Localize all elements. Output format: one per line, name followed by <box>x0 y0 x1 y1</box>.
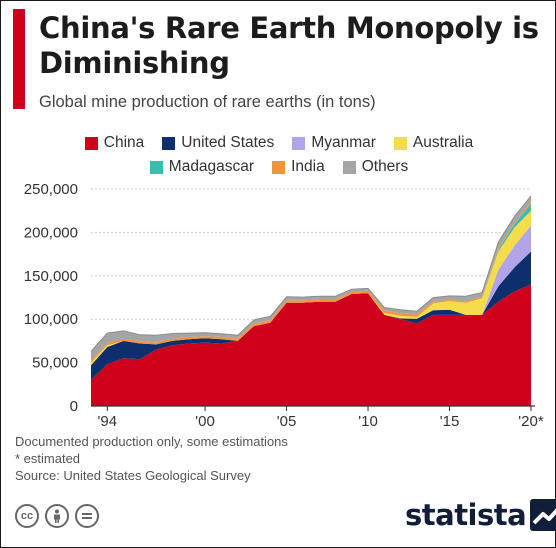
legend-label-madagascar: Madagascar <box>168 158 255 175</box>
x-tick-label: '00 <box>195 413 215 430</box>
legend-swatch-myanmar <box>292 136 306 150</box>
source-note: Source: United States Geological Survey <box>15 468 251 483</box>
x-tick-label: '20* <box>518 413 544 430</box>
legend-item-united-states: United States <box>162 134 274 152</box>
attribution-icon[interactable] <box>45 504 69 528</box>
y-tick-label: 0 <box>70 398 78 415</box>
stacked-area-chart: 0 50,000 100,000 150,000 200,000 250,000 '94 '0… <box>24 181 544 430</box>
legend-swatch-india <box>272 160 286 174</box>
legend-label-myanmar: Myanmar <box>311 134 376 151</box>
note-estimated: * estimated <box>15 451 81 466</box>
legend-item-australia: Australia <box>393 134 474 152</box>
legend-label-united-states: United States <box>181 134 275 151</box>
legend-swatch-others <box>342 160 356 174</box>
chart-notes: Documented production only, some estimat… <box>15 433 288 484</box>
statista-logo-icon <box>530 499 556 531</box>
page-title: China's Rare Earth Monopoly is Diminishi… <box>39 11 539 80</box>
chart-legend: China United States Myanmar Australia Ma… <box>1 131 556 179</box>
legend-row: China United States Myanmar Australia <box>1 131 556 155</box>
legend-row: Madagascar India Others <box>1 155 556 179</box>
y-tick-label: 100,000 <box>24 311 78 328</box>
y-tick-label: 150,000 <box>24 268 78 285</box>
legend-item-madagascar: Madagascar <box>149 158 255 176</box>
area-series-china <box>91 284 531 406</box>
x-tick-label: '10 <box>358 413 378 430</box>
legend-item-others: Others <box>342 158 409 176</box>
legend-swatch-china <box>84 136 98 150</box>
y-tick-label: 250,000 <box>24 181 78 198</box>
title-accent-bar <box>13 9 25 109</box>
legend-label-australia: Australia <box>412 134 474 151</box>
legend-item-india: India <box>272 158 325 176</box>
y-tick-label: 200,000 <box>24 224 78 241</box>
legend-item-myanmar: Myanmar <box>292 134 376 152</box>
x-tick-label: '05 <box>277 413 297 430</box>
legend-label-others: Others <box>361 158 409 175</box>
legend-swatch-madagascar <box>149 160 163 174</box>
note-documented: Documented production only, some estimat… <box>15 434 288 449</box>
license-icons: cc <box>15 504 99 528</box>
no-derivatives-icon[interactable] <box>75 504 99 528</box>
chart-subtitle: Global mine production of rare earths (i… <box>39 93 376 111</box>
brand-name: statista <box>405 498 527 532</box>
x-tick-label: '15 <box>440 413 460 430</box>
legend-label-china: China <box>103 134 145 151</box>
cc-icon[interactable]: cc <box>15 504 39 528</box>
x-tick-label: '94 <box>98 413 118 430</box>
y-tick-label: 50,000 <box>32 355 78 372</box>
legend-swatch-australia <box>393 136 407 150</box>
statista-logo[interactable]: statista <box>405 498 556 532</box>
legend-swatch-united-states <box>162 136 176 150</box>
legend-item-china: China <box>84 134 145 152</box>
legend-label-india: India <box>291 158 325 175</box>
total-outline <box>90 195 532 352</box>
